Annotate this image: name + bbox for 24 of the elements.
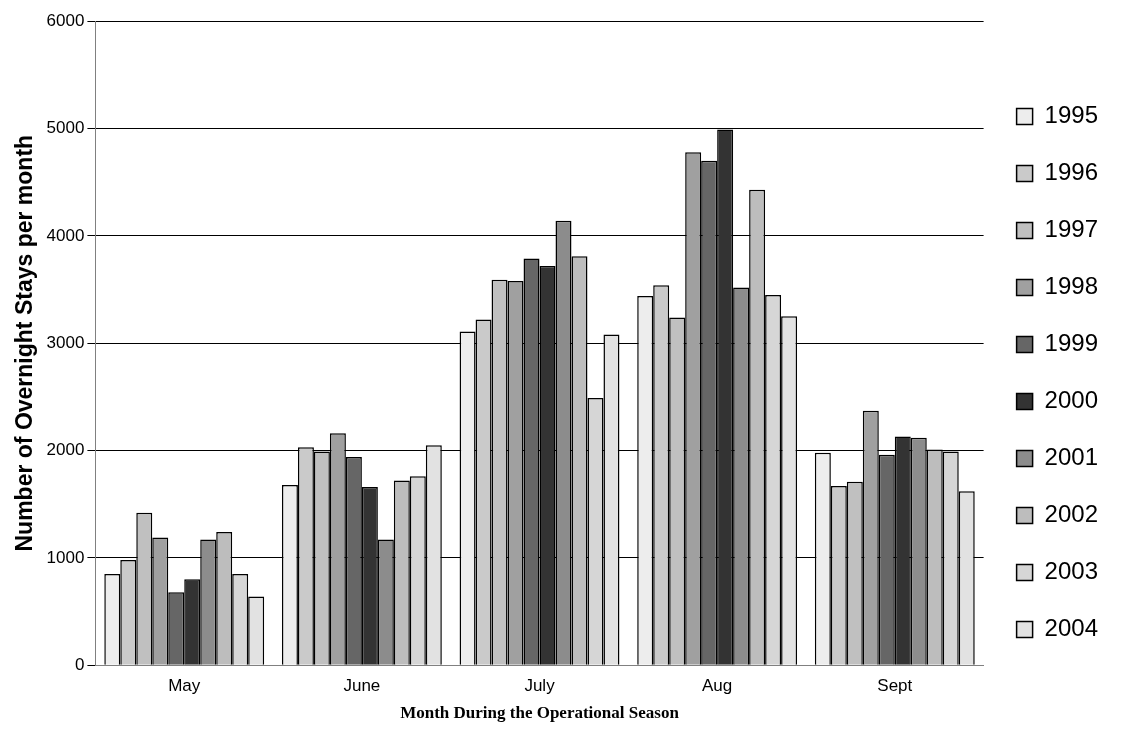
x-tick-label: July: [524, 676, 556, 696]
y-tick-label: 0: [74, 654, 85, 674]
y-tick-label: 1000: [46, 547, 85, 567]
y-tick-label: 2000: [46, 440, 85, 460]
legend-label: 2000: [1044, 386, 1098, 414]
y-tick-label: 4000: [46, 225, 85, 245]
x-tick-label: Sept: [877, 676, 913, 696]
legend-label: 1995: [1044, 101, 1098, 129]
y-tick-label: 6000: [46, 10, 85, 30]
y-tick-label: 5000: [46, 118, 85, 138]
x-axis-title: Month During the Operational Season: [400, 703, 680, 723]
legend-label: 2004: [1044, 614, 1098, 642]
x-tick-label: Aug: [702, 676, 733, 696]
legend-label: 1998: [1044, 272, 1098, 300]
y-tick-label: 3000: [46, 332, 85, 352]
legend-label: 1997: [1044, 215, 1098, 243]
x-tick-label: June: [343, 676, 381, 696]
legend-label: 2001: [1044, 443, 1098, 471]
legend-label: 2002: [1044, 500, 1098, 528]
x-tick-label: May: [168, 676, 201, 696]
legend-label: 2003: [1044, 557, 1098, 585]
legend-label: 1996: [1044, 158, 1098, 186]
legend-label: 1999: [1044, 329, 1098, 357]
y-axis-title: Number of Overnight Stays per month: [11, 134, 38, 552]
